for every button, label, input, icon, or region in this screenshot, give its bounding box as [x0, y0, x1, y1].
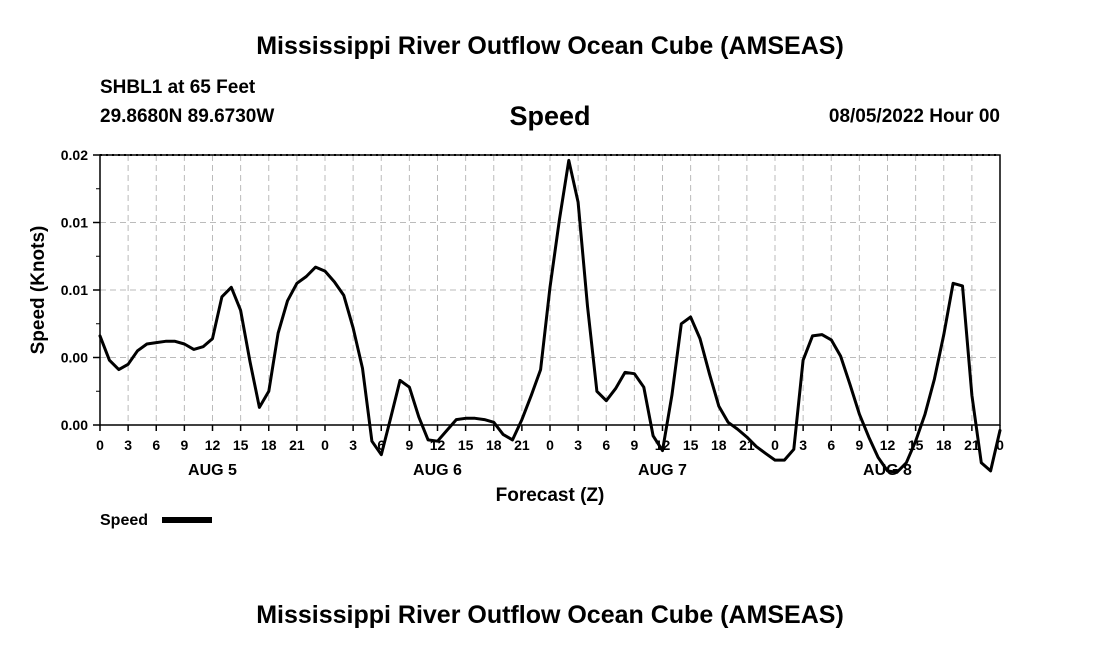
x-tick-label: 6 [377, 437, 385, 453]
day-label: AUG 5 [188, 462, 237, 479]
x-tick-label: 0 [321, 437, 329, 453]
x-tick-label: 0 [96, 437, 104, 453]
x-tick-label: 6 [827, 437, 835, 453]
chart-main-title: Mississippi River Outflow Ocean Cube (AM… [256, 32, 844, 60]
x-tick-label: 21 [514, 437, 530, 453]
x-tick-label: 3 [349, 437, 357, 453]
coordinates-label: 29.8680N 89.6730W [100, 106, 275, 127]
x-tick-label: 9 [630, 437, 638, 453]
station-label: SHBL1 at 65 Feet [100, 77, 256, 98]
x-tick-label: 9 [180, 437, 188, 453]
series-speed-line [98, 158, 1002, 474]
y-axis-label: Speed (Knots) [28, 226, 49, 355]
x-tick-label: 18 [261, 437, 277, 453]
x-axis-ticks: 0 3 6 9 12 15 18 21 0 3 6 9 12 15 18 21 0 3 6 9 12 15 18 21 0 3 6 9… [96, 425, 1004, 453]
x-axis-label: Forecast (Z) [496, 485, 605, 506]
x-tick-label: 9 [405, 437, 413, 453]
x-tick-label: 0 [771, 437, 779, 453]
x-tick-label: 15 [683, 437, 699, 453]
day-label: AUG 6 [413, 462, 462, 479]
x-tick-label: 6 [602, 437, 610, 453]
y-tick-label: 0.00 [61, 417, 88, 433]
x-tick-label: 3 [124, 437, 132, 453]
x-tick-label: 12 [880, 437, 896, 453]
y-tick-label: 0.01 [61, 215, 88, 231]
y-axis-ticks: 0.00 0.00 0.01 0.01 0.02 [61, 147, 100, 433]
x-tick-label: 9 [855, 437, 863, 453]
y-tick-label: 0.02 [61, 147, 88, 163]
x-tick-label: 0 [996, 437, 1004, 453]
y-tick-label: 0.00 [61, 350, 88, 366]
x-tick-label: 0 [546, 437, 554, 453]
x-tick-label: 3 [574, 437, 582, 453]
day-label: AUG 7 [638, 462, 687, 479]
x-tick-label: 21 [289, 437, 305, 453]
x-tick-label: 21 [739, 437, 755, 453]
x-tick-label: 6 [152, 437, 160, 453]
y-tick-label: 0.01 [61, 282, 88, 298]
x-tick-label: 18 [936, 437, 952, 453]
repeated-chart-title: Mississippi River Outflow Ocean Cube (AM… [256, 601, 844, 629]
x-tick-label: 15 [233, 437, 249, 453]
x-tick-label: 3 [799, 437, 807, 453]
x-tick-label: 21 [964, 437, 980, 453]
day-labels: AUG 5 AUG 6 AUG 7 AUG 8 [188, 462, 912, 479]
chart-grid [100, 155, 1000, 425]
x-tick-label: 18 [711, 437, 727, 453]
speed-chart: 0.00 0.00 0.01 0.01 0.02 0 3 6 9 12 15 18 21 0 3 6 9 12 1… [28, 147, 1004, 529]
variable-title: Speed [509, 101, 591, 131]
forecast-datetime: 08/05/2022 Hour 00 [828, 106, 1000, 127]
legend-label: Speed [100, 512, 148, 529]
x-tick-label: 15 [458, 437, 474, 453]
x-tick-label: 18 [486, 437, 502, 453]
x-tick-label: 12 [205, 437, 221, 453]
